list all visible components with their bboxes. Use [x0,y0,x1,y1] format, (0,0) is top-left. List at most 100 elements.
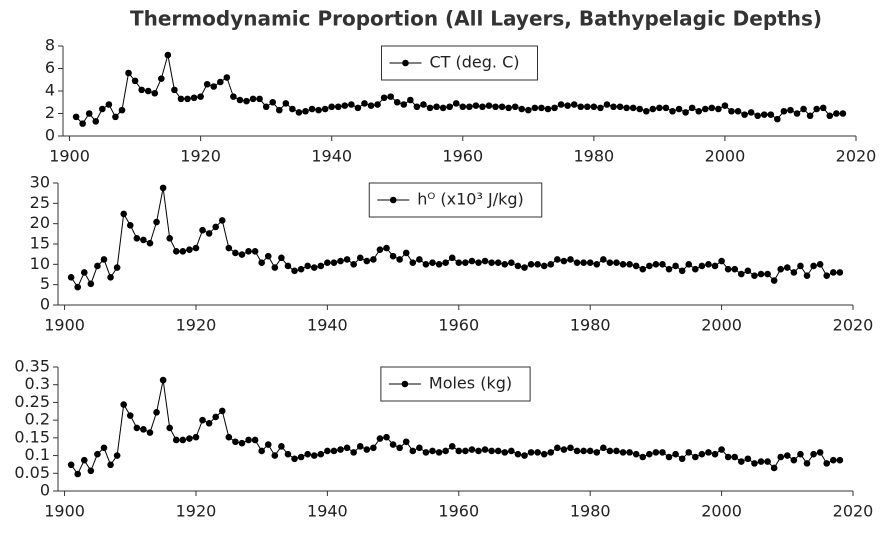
data-point [659,261,666,268]
data-point [573,259,581,267]
data-point [245,436,252,444]
data-point [810,262,817,270]
data-point [540,450,548,458]
data-point [374,101,381,108]
data-point [232,249,239,257]
data-point [146,239,154,247]
data-point [527,261,535,268]
data-point [678,267,686,275]
data-point [797,450,804,458]
data-point [232,438,239,446]
data-point [685,261,693,268]
data-point [383,244,390,252]
data-point [407,96,414,104]
data-point [819,104,827,112]
data-point [468,446,476,453]
data-point [659,449,666,456]
data-point [672,450,679,458]
legend: Moles (kg) [380,366,531,402]
x-tick-label: 2020 [833,316,874,335]
data-point [475,259,482,267]
data-point [337,257,344,265]
data-point [350,449,357,456]
data-point [514,450,522,458]
data-point [485,102,493,109]
data-point [337,446,344,453]
data-point [361,100,368,107]
data-point [295,109,303,116]
data-point [87,467,95,475]
data-point [376,246,384,253]
data-point [751,272,758,280]
data-point [363,446,371,453]
data-point [475,447,482,455]
data-point [186,435,193,442]
data-point [488,259,495,267]
data-point [324,447,331,455]
data-point [718,446,725,453]
data-point [324,259,331,267]
data-point [665,265,673,273]
data-point [79,120,86,127]
data-point [780,107,788,115]
x-tick-label: 1920 [176,316,217,335]
data-point [291,455,298,463]
y-tick-label: 4 [45,81,55,100]
data-point [803,460,811,467]
data-point [810,450,817,458]
data-point [133,424,141,432]
data-point [429,447,436,455]
data-point [534,261,541,268]
data-point [126,412,134,419]
data-point [757,270,765,278]
data-point [557,101,565,108]
data-point [551,104,558,112]
data-point [692,265,699,273]
data-point [126,221,134,229]
data-point [665,453,673,461]
data-point [603,101,611,108]
data-point [99,105,106,113]
data-point [448,254,456,262]
y-tick-label: 0.15 [14,427,50,446]
data-point [547,449,555,456]
data-point [159,376,167,384]
data-point [258,259,265,267]
data-point [797,262,804,270]
data-point [754,112,761,120]
data-point [783,264,791,271]
data-point [184,95,191,103]
legend: hᴼ (x10³ J/kg) [368,182,543,218]
data-point [192,433,200,441]
data-point [166,235,173,242]
data-point [610,103,617,111]
data-point [131,77,139,85]
data-point [590,103,598,111]
data-point [367,102,375,109]
data-point [586,259,594,267]
legend-marker [389,196,397,204]
y-tick-label: 10 [30,254,50,273]
data-point [389,441,397,448]
data-point [354,104,362,112]
data-point [511,103,519,111]
data-point [304,450,311,458]
data-point [744,455,752,463]
data-point [642,107,650,115]
data-point [271,264,279,271]
data-point [715,105,722,113]
x-tick-label: 1960 [442,147,483,166]
data-point [669,107,676,115]
x-tick-label: 1900 [49,147,90,166]
data-point [138,86,145,94]
data-point [823,272,831,280]
data-point [330,447,338,455]
data-point [85,110,93,117]
data-point [498,103,506,111]
data-point [468,257,476,265]
data-point [554,256,561,263]
data-point [616,103,624,111]
data-point [383,433,390,441]
data-point [724,453,732,461]
